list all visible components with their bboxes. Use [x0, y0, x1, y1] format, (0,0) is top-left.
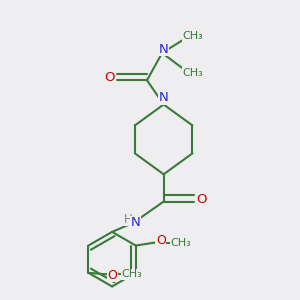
- Text: CH₃: CH₃: [182, 68, 203, 78]
- Text: O: O: [156, 235, 166, 248]
- Text: H: H: [124, 213, 132, 226]
- Text: O: O: [196, 193, 207, 206]
- Text: N: N: [159, 43, 169, 56]
- Text: O: O: [104, 71, 114, 84]
- Text: CH₃: CH₃: [170, 238, 191, 248]
- Text: CH₃: CH₃: [182, 31, 203, 41]
- Text: CH₃: CH₃: [122, 269, 142, 279]
- Text: N: N: [131, 216, 141, 229]
- Text: N: N: [159, 91, 169, 104]
- Text: O: O: [107, 269, 117, 282]
